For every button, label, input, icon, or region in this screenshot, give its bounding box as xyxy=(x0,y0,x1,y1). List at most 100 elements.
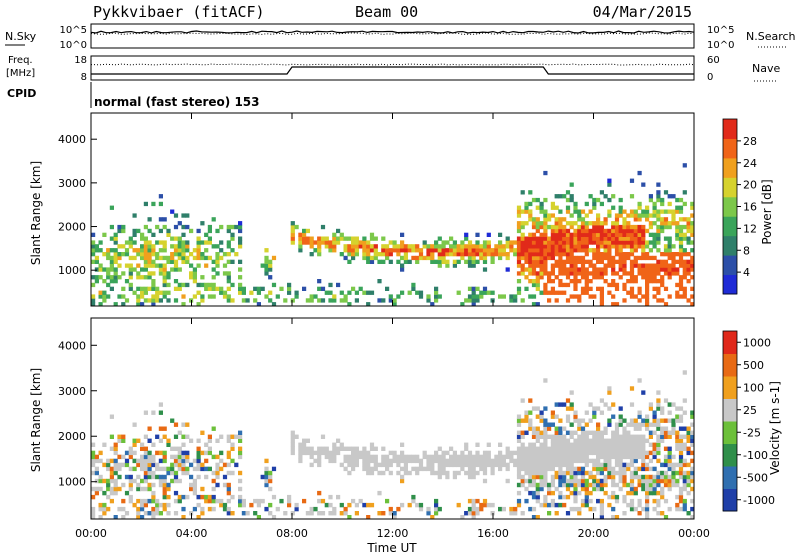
power-cell xyxy=(682,286,687,291)
nave-line xyxy=(90,63,695,66)
velocity-cell xyxy=(91,462,96,468)
power-cell xyxy=(109,259,114,264)
power-cell xyxy=(204,282,209,288)
velocity-cell xyxy=(611,446,616,451)
velocity-cell xyxy=(347,454,352,460)
power-cell xyxy=(226,294,231,299)
velocity-cell xyxy=(562,450,567,456)
power-cell xyxy=(580,267,586,272)
velocity-cell xyxy=(554,426,559,431)
velocity-cell xyxy=(475,506,480,512)
power-cell xyxy=(449,236,454,241)
velocity-cell xyxy=(584,422,589,427)
velocity-cell xyxy=(558,450,563,456)
velocity-cell xyxy=(645,478,650,484)
velocity-cell xyxy=(505,466,510,472)
power-cell xyxy=(565,271,571,276)
power-cell xyxy=(181,213,186,218)
velocity-cell xyxy=(671,426,676,431)
power-cell xyxy=(675,205,680,210)
velocity-cell xyxy=(452,470,457,476)
velocity-cell xyxy=(268,470,273,476)
power-cell xyxy=(204,263,209,268)
velocity-cell xyxy=(580,442,586,447)
power-cell xyxy=(592,205,597,210)
power-cell xyxy=(611,279,616,284)
velocity-cell xyxy=(249,502,254,508)
velocity-cell xyxy=(516,446,522,451)
velocity-cell xyxy=(117,438,122,443)
velocity-cell xyxy=(366,462,371,468)
power-cell xyxy=(528,244,533,249)
power-cell xyxy=(215,228,220,234)
power-cell xyxy=(663,221,669,226)
power-cell xyxy=(452,263,457,268)
velocity-cell xyxy=(328,511,333,516)
power-cell xyxy=(637,240,642,245)
velocity-cell xyxy=(456,502,461,508)
velocity-cell xyxy=(241,498,246,504)
power-cell xyxy=(596,286,601,291)
velocity-cell xyxy=(535,434,540,439)
power-cell xyxy=(215,271,220,276)
velocity-cell xyxy=(629,486,635,492)
velocity-cell xyxy=(162,454,167,460)
velocity-cell xyxy=(667,462,672,468)
velocity-cell xyxy=(388,511,393,516)
velocity-colorbar-segment xyxy=(723,398,737,422)
velocity-cell xyxy=(690,410,694,415)
power-cell xyxy=(403,248,408,253)
power-cell xyxy=(682,217,687,222)
velocity-cell xyxy=(366,458,371,464)
power-cell xyxy=(222,294,228,299)
velocity-cell xyxy=(584,446,589,451)
power-cell xyxy=(588,232,593,237)
power-cell xyxy=(633,294,638,299)
velocity-cell xyxy=(196,450,201,456)
power-cell xyxy=(309,252,314,257)
power-cell xyxy=(660,282,665,288)
power-cell xyxy=(143,286,148,291)
power-cell xyxy=(678,259,684,264)
power-cell xyxy=(656,194,661,199)
power-cell xyxy=(675,252,680,257)
velocity-cell xyxy=(603,454,608,460)
velocity-cell xyxy=(385,462,390,468)
velocity-cell xyxy=(577,446,582,451)
power-cell xyxy=(343,236,348,241)
velocity-cell xyxy=(648,482,653,488)
power-cell xyxy=(580,209,586,214)
power-cell xyxy=(633,228,638,234)
power-cell xyxy=(531,267,537,272)
power-cell xyxy=(584,252,589,257)
velocity-cell xyxy=(531,426,537,431)
power-cell xyxy=(426,255,431,261)
power-cell xyxy=(430,252,435,257)
velocity-cell xyxy=(109,434,114,439)
velocity-cell xyxy=(603,446,608,451)
velocity-cell xyxy=(648,442,653,447)
velocity-cell xyxy=(611,470,616,476)
velocity-cell xyxy=(656,422,661,427)
velocity-cell xyxy=(475,498,480,504)
velocity-cell xyxy=(633,506,638,512)
velocity-cell xyxy=(222,474,228,480)
velocity-cell xyxy=(486,502,491,508)
velocity-cell xyxy=(102,478,107,484)
power-cell xyxy=(102,298,107,303)
power-cell xyxy=(592,224,597,230)
velocity-cell xyxy=(117,506,122,512)
power-cell xyxy=(535,302,540,306)
power-cell xyxy=(98,267,103,272)
power-cell xyxy=(652,275,657,280)
power-cell xyxy=(678,244,684,249)
power-cell xyxy=(614,286,620,291)
power-cell xyxy=(520,244,525,249)
power-cell xyxy=(332,236,337,241)
velocity-cell xyxy=(629,506,635,512)
power-cell xyxy=(196,240,201,245)
power-cell xyxy=(358,240,363,245)
power-cell xyxy=(287,290,292,295)
velocity-cell xyxy=(652,422,657,427)
power-cell xyxy=(109,205,114,210)
